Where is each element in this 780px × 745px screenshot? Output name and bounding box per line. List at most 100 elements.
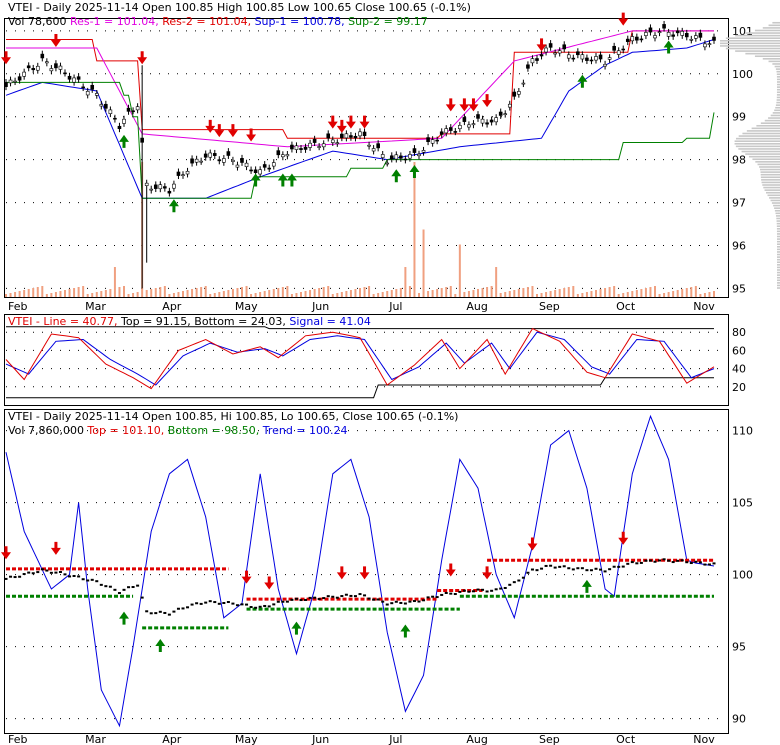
trend-price-mark <box>63 573 67 576</box>
volume-bar <box>123 286 125 297</box>
trend-xtick-2: Apr <box>162 733 182 745</box>
volume-bar <box>504 292 507 297</box>
volume-bar <box>495 267 498 297</box>
trend-price-mark <box>667 559 671 562</box>
trend-price-mark <box>594 567 598 570</box>
candle-body <box>467 124 471 128</box>
trend-xtick-8: Oct <box>616 733 636 745</box>
volume-profile-bar <box>760 171 780 173</box>
volume-bar <box>490 286 493 297</box>
candle-body <box>253 169 258 174</box>
candle-body <box>140 137 144 143</box>
volume-bar <box>386 291 389 297</box>
trend-header-line1-part-4: Close 100.65 (-0.1%) <box>339 410 458 423</box>
sell-arrow <box>205 119 216 133</box>
volume-bar <box>54 292 57 297</box>
trend-price-mark <box>299 599 303 602</box>
price-xtick-1: Mar <box>85 300 106 313</box>
volume-profile-bar <box>774 207 780 209</box>
oscillator-ytick-3: 80 <box>732 326 746 339</box>
trend-price-mark <box>648 559 652 562</box>
volume-bar <box>590 291 593 297</box>
volume-profile-bar <box>771 202 780 204</box>
trend-price-mark <box>344 593 348 596</box>
candle-body <box>635 36 639 41</box>
trend-price-mark <box>331 595 335 598</box>
volume-bar <box>531 286 534 297</box>
trend-price-mark <box>458 590 462 593</box>
trend-price-mark <box>172 610 176 613</box>
volume-bar <box>295 293 298 297</box>
volume-bar <box>526 287 529 297</box>
trend-price-mark <box>571 568 575 571</box>
sell-arrow <box>482 566 493 580</box>
trend-price-mark <box>136 584 140 587</box>
volume-profile-bar <box>776 70 780 73</box>
volume-profile-bar <box>761 181 780 184</box>
trend-price-mark <box>444 591 448 594</box>
candle-body <box>571 57 576 60</box>
trend-price-mark <box>290 598 294 601</box>
volume-profile-bar <box>725 47 780 50</box>
price-header-line1-part-4: Close 100.65 (-0.1%) <box>351 1 470 14</box>
volume-bar <box>309 290 312 297</box>
volume-profile-bar <box>776 76 780 78</box>
volume-bar <box>699 294 702 297</box>
candle-body <box>58 65 63 70</box>
volume-bar <box>186 290 189 297</box>
price-header-line1-part-2: High 100.85 <box>214 1 285 14</box>
volume-bar <box>36 287 39 297</box>
trend-price-mark <box>376 598 380 601</box>
trend-xtick-6: Aug <box>466 733 487 745</box>
trend-price-mark <box>503 586 507 589</box>
trend-price-mark <box>104 585 108 588</box>
trend-header-line2-part-2: Bottom = 98.50, <box>164 424 259 437</box>
volume-profile-bar <box>777 258 780 261</box>
candle-body <box>521 82 526 85</box>
candle-body <box>4 82 8 87</box>
buy-arrow <box>581 579 592 593</box>
candle-body <box>639 38 644 41</box>
volume-bar <box>676 290 679 297</box>
candle-body <box>580 54 585 60</box>
volume-bar <box>113 267 116 297</box>
volume-bar <box>82 286 85 297</box>
candle-body <box>131 110 135 113</box>
candle-body <box>548 43 553 48</box>
volume-profile-bar <box>777 276 780 279</box>
volume-bar <box>231 289 234 297</box>
candle-body <box>281 154 285 158</box>
candle-body <box>362 131 367 137</box>
candle-body <box>421 150 426 153</box>
candle-body <box>122 118 126 124</box>
trend-xtick-7: Sep <box>539 733 560 745</box>
candle-body <box>126 107 131 112</box>
candle-body <box>203 153 208 158</box>
trend-price-mark <box>317 598 321 601</box>
candle-body <box>376 143 380 149</box>
buy-arrow <box>155 638 166 652</box>
volume-profile-bar <box>768 117 780 119</box>
price-header-line2-part-1: Res-1 = 101.04, <box>66 15 158 28</box>
trend-price-mark <box>58 571 62 574</box>
oscillator-main-line <box>5 327 715 390</box>
trend-price-mark <box>294 597 298 600</box>
trend-price-mark <box>335 596 339 599</box>
buy-arrow <box>577 74 588 88</box>
trend-price-mark <box>372 598 376 601</box>
trend-ytick-2: 100 <box>732 569 753 582</box>
trend-price-mark <box>530 568 534 571</box>
volume-bar <box>23 290 26 297</box>
volume-profile-bar <box>774 109 780 112</box>
volume-profile-bar <box>776 83 780 86</box>
trend-price-mark <box>267 605 271 608</box>
trend-price-mark <box>558 565 562 568</box>
volume-bar <box>250 294 253 297</box>
volume-profile-bar <box>775 212 780 215</box>
candle-body <box>31 68 36 71</box>
volume-profile-bar <box>776 86 780 88</box>
candle-body <box>344 133 349 139</box>
oscillator-header-part-2: Bottom = 24.03, <box>191 315 286 328</box>
trend-price-mark <box>263 604 267 607</box>
candle-body <box>167 190 172 194</box>
